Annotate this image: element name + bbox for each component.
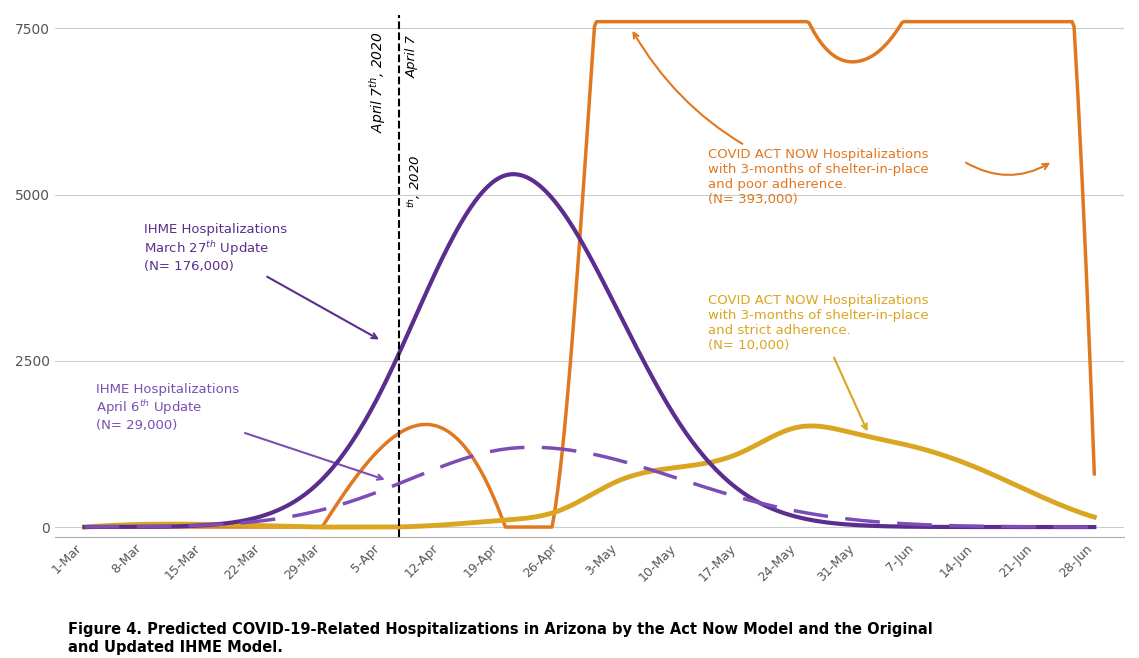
Text: April 7$^{th}$, 2020: April 7$^{th}$, 2020	[367, 32, 387, 133]
Text: IHME Hospitalizations
April 6$^{th}$ Update
(N= 29,000): IHME Hospitalizations April 6$^{th}$ Upd…	[97, 382, 383, 480]
Text: COVID ACT NOW Hospitalizations
with 3-months of shelter-in-place
and strict adhe: COVID ACT NOW Hospitalizations with 3-mo…	[708, 294, 928, 429]
Text: $^{th}$, 2020: $^{th}$, 2020	[405, 155, 423, 208]
Text: April 7: April 7	[405, 35, 419, 78]
Text: IHME Hospitalizations
March 27$^{th}$ Update
(N= 176,000): IHME Hospitalizations March 27$^{th}$ Up…	[144, 223, 377, 338]
Text: Figure 4. Predicted COVID-19-Related Hospitalizations in Arizona by the Act Now : Figure 4. Predicted COVID-19-Related Hos…	[68, 622, 933, 655]
Text: COVID ACT NOW Hospitalizations
with 3-months of shelter-in-place
and poor adhere: COVID ACT NOW Hospitalizations with 3-mo…	[633, 33, 928, 206]
